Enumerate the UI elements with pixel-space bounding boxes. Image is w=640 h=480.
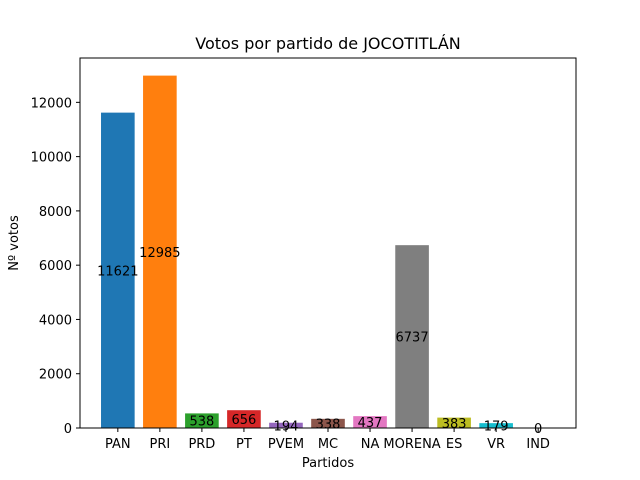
- bar-prd: [185, 413, 219, 428]
- x-axis-label: Partidos: [302, 456, 354, 471]
- y-axis: 0 2000 4000 6000 8000 10000 12000: [31, 96, 80, 437]
- bar-vr: [479, 423, 513, 428]
- x-axis: PAN PRI PRD PT PVEM MC NA MORENA ES VR IND: [105, 428, 550, 452]
- x-tick-label-pt: PT: [236, 437, 252, 452]
- value-label-vr: 179: [484, 420, 509, 435]
- x-tick-label-mc: MC: [318, 437, 338, 452]
- y-tick-label: 12000: [31, 96, 72, 111]
- y-tick-label: 4000: [39, 313, 72, 328]
- y-tick-label: 0: [64, 422, 72, 437]
- x-tick-label-pan: PAN: [105, 437, 131, 452]
- y-tick-label: 10000: [31, 151, 72, 166]
- y-tick-label: 2000: [39, 368, 72, 383]
- value-label-pvem: 194: [274, 419, 299, 434]
- x-tick-label-vr: VR: [487, 437, 505, 452]
- value-label-mc: 338: [316, 417, 341, 432]
- bar-mc: [311, 418, 345, 428]
- x-tick-label-prd: PRD: [188, 437, 215, 452]
- x-tick-label-na: NA: [361, 437, 380, 452]
- bar-es: [437, 417, 471, 428]
- bar-morena: [395, 245, 429, 428]
- value-label-pri: 12985: [139, 246, 180, 261]
- bar-na: [353, 416, 387, 428]
- x-tick-label-pri: PRI: [150, 437, 171, 452]
- bar-pri: [143, 75, 177, 429]
- value-label-morena: 6737: [396, 331, 429, 346]
- y-axis-label: Nº votos: [7, 215, 22, 271]
- bar-pvem: [269, 422, 303, 428]
- x-tick-label-ind: IND: [526, 437, 550, 452]
- x-tick-label-morena: MORENA: [383, 437, 440, 452]
- value-label-na: 437: [358, 416, 383, 431]
- y-tick-label: 6000: [39, 259, 72, 274]
- value-label-pt: 656: [232, 413, 257, 428]
- y-tick-label: 8000: [39, 205, 72, 220]
- value-label-pan: 11621: [97, 264, 138, 279]
- bar-pan: [101, 112, 135, 428]
- bars-group: [101, 75, 513, 429]
- value-label-prd: 538: [189, 415, 214, 430]
- chart-title: Votos por partido de JOCOTITLÁN: [195, 34, 461, 53]
- x-tick-label-pvem: PVEM: [268, 437, 304, 452]
- bar-pt: [227, 410, 261, 428]
- x-tick-label-es: ES: [446, 437, 462, 452]
